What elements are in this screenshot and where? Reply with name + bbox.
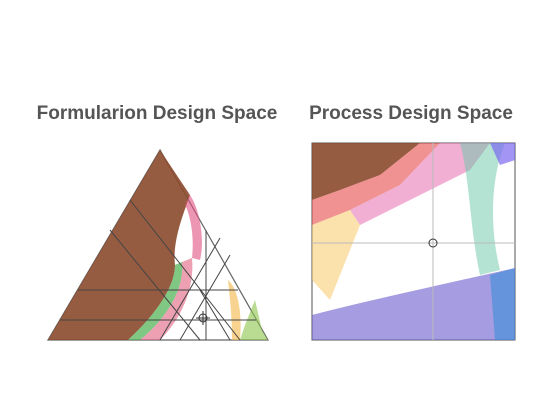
contour-plot: [311, 142, 516, 341]
panel-title: Formularion Design Space: [36, 103, 278, 124]
ternary-plot: [46, 148, 270, 341]
panel-title: Process Design Space: [309, 103, 513, 124]
